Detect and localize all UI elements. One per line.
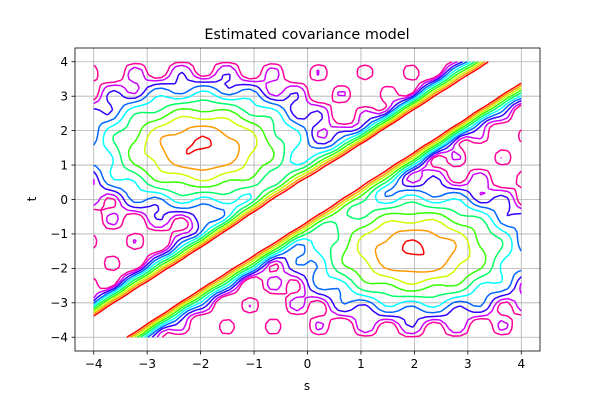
contour-level-6 [93,61,522,338]
x-tick-label: −1 [245,357,263,371]
contour-level-2 [93,61,522,338]
y-tick-label: 0 [60,193,68,207]
y-tick-label: 1 [60,158,68,172]
contour-level-7 [93,61,522,338]
contour-lines [92,61,522,338]
x-tick-label: 1 [357,357,365,371]
contour-level-5 [93,61,522,338]
y-tick-label: −3 [50,296,68,310]
y-tick-label: 3 [60,90,68,104]
contour-level-0 [93,61,522,338]
x-tick-label: −3 [138,357,156,371]
axes: −4 −3 −2 −1 0 1 2 3 4 −4 −3 −2 −1 0 1 2 3 4 [50,47,541,371]
x-tick-label: 4 [517,357,525,371]
y-tick-label: 4 [60,55,68,69]
y-tick-label: 2 [60,124,68,138]
contour-level-1 [93,61,522,338]
x-axis-label: s [304,379,310,393]
x-tick-label: 3 [464,357,472,371]
contour-level-4 [93,61,522,338]
contour-level-3 [93,61,522,338]
chart-title: Estimated covariance model [204,27,409,43]
x-tick-label: −4 [85,357,103,371]
contour-level-8 [92,61,522,338]
y-tick-label: −2 [50,262,68,276]
x-tick-label: 0 [304,357,312,371]
y-axis-label: t [25,196,39,201]
y-tick-label: −4 [50,331,68,345]
y-tick-label: −1 [50,227,68,241]
x-tick-label: −2 [192,357,210,371]
x-tick-label: 2 [411,357,419,371]
contour-level-9 [93,61,522,338]
